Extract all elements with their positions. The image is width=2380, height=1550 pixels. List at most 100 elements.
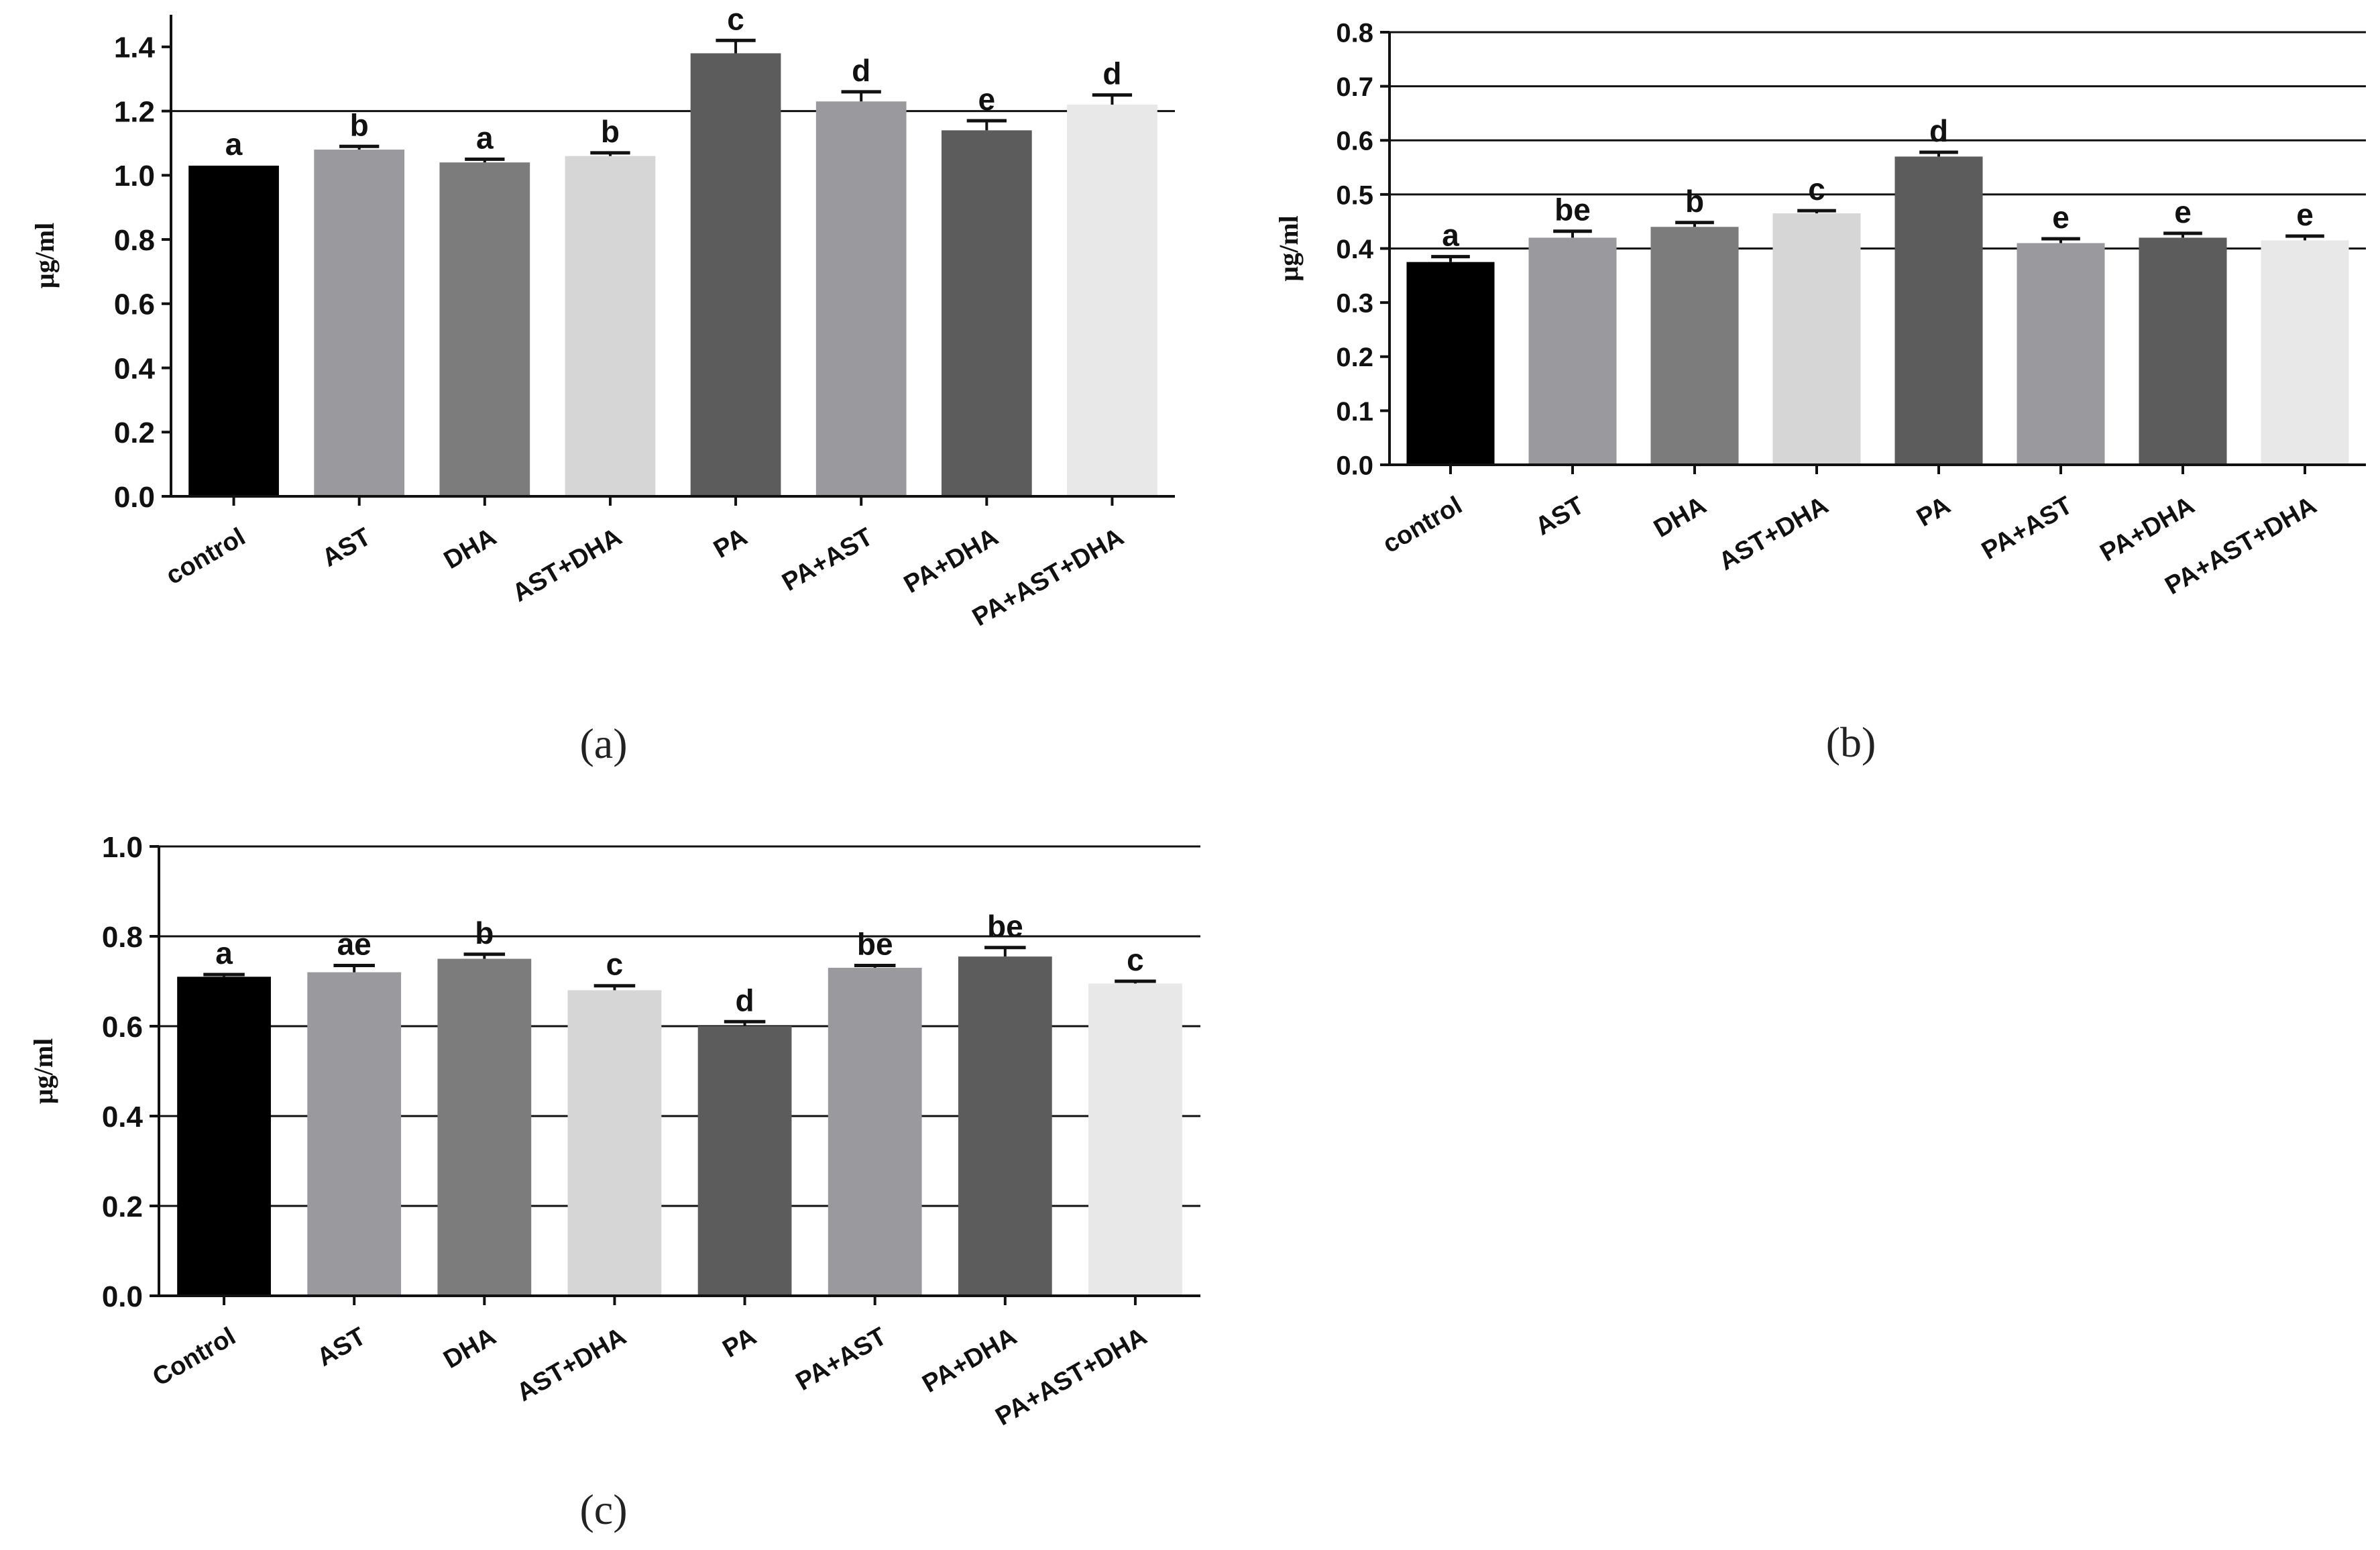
y-tick-label: 0.6 — [102, 1011, 143, 1044]
category-label: DHA — [1649, 491, 1711, 543]
significance-label: d — [852, 53, 870, 88]
bar — [307, 972, 402, 1296]
category-label: PA+AST — [791, 1322, 891, 1396]
y-tick-label: 0.5 — [1336, 180, 1373, 210]
bar — [2261, 240, 2349, 465]
category-label: PA+DHA — [899, 522, 1003, 599]
bar — [567, 990, 662, 1296]
bar — [565, 156, 656, 496]
bar — [439, 162, 530, 497]
y-tick-label: 0.2 — [102, 1191, 143, 1223]
significance-label: e — [2174, 195, 2192, 229]
y-tick-label: 0.4 — [1336, 235, 1373, 264]
y-tick-label: 0.4 — [102, 1101, 144, 1133]
panel-label: (a) — [579, 720, 627, 767]
category-label: AST+DHA — [508, 522, 626, 608]
category-label: control — [162, 522, 251, 590]
significance-label: c — [1808, 172, 1825, 207]
bar — [1067, 105, 1157, 496]
category-label: PA — [1912, 491, 1955, 532]
category-label: PA — [709, 522, 752, 563]
category-label: PA+AST — [1977, 491, 2077, 565]
y-tick-label: 0.8 — [1336, 18, 1373, 48]
y-tick-label: 1.0 — [102, 831, 143, 864]
y-tick-label: 0.0 — [114, 481, 155, 514]
significance-label: c — [606, 947, 624, 982]
significance-label: c — [1127, 942, 1144, 977]
significance-label: d — [1102, 56, 1121, 91]
bar — [1894, 156, 1983, 465]
category-label: AST+DHA — [512, 1322, 631, 1407]
y-tick-label: 1.0 — [114, 160, 155, 192]
category-label: AST+DHA — [1714, 491, 1833, 576]
significance-label: e — [978, 82, 996, 117]
bar — [1772, 213, 1861, 465]
category-label: PA+DHA — [918, 1322, 1022, 1398]
significance-label: e — [2296, 197, 2314, 232]
bar — [941, 130, 1032, 496]
y-axis-title: µg/ml — [30, 223, 60, 289]
y-tick-label: 0.8 — [114, 224, 155, 257]
category-label: PA+DHA — [2096, 491, 2200, 567]
significance-label: ae — [337, 927, 372, 962]
y-tick-label: 1.4 — [114, 32, 156, 64]
y-tick-label: 0.6 — [1336, 127, 1373, 156]
bar — [1088, 983, 1182, 1296]
bar — [314, 150, 405, 497]
significance-label: be — [1554, 192, 1591, 227]
category-label: PA+AST — [777, 522, 877, 596]
y-tick-label: 0.1 — [1336, 397, 1373, 427]
panel-label: (b) — [1826, 718, 1876, 766]
significance-label: be — [857, 927, 893, 962]
y-tick-label: 0.3 — [1336, 289, 1373, 319]
panel-label: (c) — [579, 1486, 627, 1533]
y-tick-label: 0.4 — [114, 352, 156, 385]
y-axis-title: µg/ml — [1273, 215, 1304, 282]
y-tick-label: 0.0 — [102, 1280, 143, 1313]
bar — [828, 967, 922, 1296]
bar — [697, 1026, 792, 1296]
significance-label: d — [736, 983, 754, 1017]
category-label: AST — [317, 522, 376, 572]
category-label: PA — [718, 1322, 761, 1363]
bar — [2017, 243, 2105, 465]
significance-label: c — [727, 1, 744, 36]
category-label: DHA — [439, 522, 501, 575]
y-tick-label: 0.6 — [114, 288, 155, 321]
bar — [690, 53, 781, 496]
bar — [188, 165, 279, 496]
category-label: AST — [313, 1322, 371, 1372]
y-axis-title: µg/ml — [28, 1038, 58, 1105]
bar — [815, 101, 907, 497]
significance-label: b — [1685, 184, 1704, 219]
chart-panel-2: a Control ae AST b DHA c AST+DHA d PA be PA+AST be PA… — [28, 831, 1200, 1533]
significance-label: a — [225, 127, 243, 162]
bar — [1406, 262, 1495, 465]
y-tick-label: 0.2 — [114, 417, 155, 449]
y-tick-label: 0.0 — [1336, 451, 1373, 480]
bar — [958, 956, 1052, 1296]
bar — [437, 958, 532, 1296]
category-label: Control — [148, 1322, 241, 1392]
chart-panel-1: a control be AST b DHA c AST+DHA d PA e PA+AST e PA+D… — [1273, 18, 2366, 766]
category-label: AST — [1531, 491, 1589, 541]
chart-panel-0: a control b AST a DHA b AST+DHA c PA d PA+AST e PA+DH… — [30, 1, 1175, 767]
bar — [1650, 227, 1739, 465]
category-label: control — [1378, 491, 1467, 559]
y-tick-label: 0.7 — [1336, 72, 1373, 102]
significance-label: b — [350, 107, 369, 142]
significance-label: a — [476, 120, 494, 155]
significance-label: b — [601, 114, 620, 149]
y-tick-label: 0.2 — [1336, 343, 1373, 372]
y-tick-label: 1.2 — [114, 95, 155, 128]
significance-label: d — [1929, 113, 1948, 148]
significance-label: a — [1442, 218, 1459, 253]
bar — [177, 977, 271, 1296]
significance-label: b — [475, 916, 494, 950]
significance-label: e — [2052, 200, 2070, 235]
bar — [2139, 237, 2227, 465]
significance-label: a — [215, 936, 233, 971]
y-tick-label: 0.8 — [102, 921, 143, 954]
significance-label: be — [987, 909, 1023, 944]
